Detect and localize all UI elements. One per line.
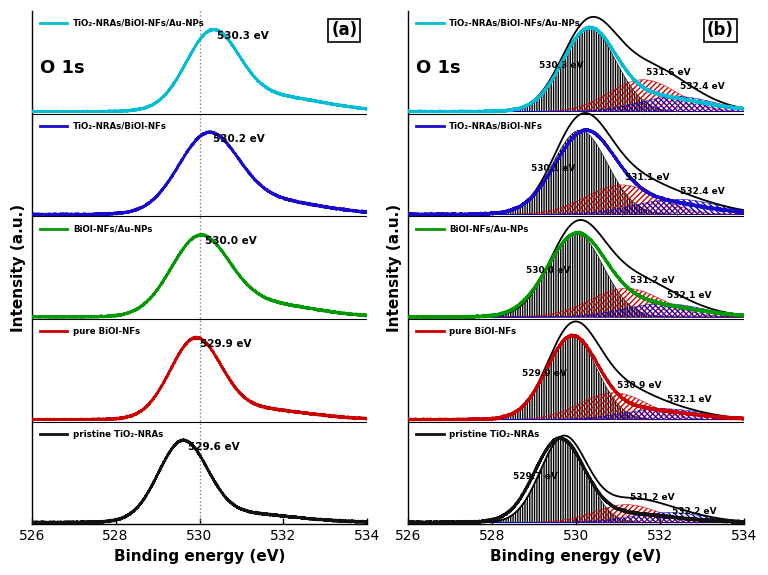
Text: 530.0 eV: 530.0 eV	[204, 236, 257, 247]
Text: pristine TiO₂-NRAs: pristine TiO₂-NRAs	[73, 430, 163, 439]
Text: O 1s: O 1s	[416, 59, 461, 76]
Text: 531.1 eV: 531.1 eV	[625, 173, 670, 182]
Text: 531.2 eV: 531.2 eV	[630, 277, 674, 285]
Text: pure BiOI-NFs: pure BiOI-NFs	[449, 327, 516, 336]
Text: 529.9 eV: 529.9 eV	[521, 369, 567, 378]
Text: 532.4 eV: 532.4 eV	[680, 187, 725, 196]
Text: O 1s: O 1s	[40, 59, 84, 76]
Text: TiO₂-NRAs/BiOI-NFs/Au-NPs: TiO₂-NRAs/BiOI-NFs/Au-NPs	[73, 19, 204, 28]
Y-axis label: Intensity (a.u.): Intensity (a.u.)	[388, 204, 402, 332]
Text: 530.3 eV: 530.3 eV	[539, 61, 584, 70]
Text: TiO₂-NRAs/BiOI-NFs: TiO₂-NRAs/BiOI-NFs	[73, 121, 167, 131]
Text: 532.4 eV: 532.4 eV	[680, 82, 725, 91]
X-axis label: Binding energy (eV): Binding energy (eV)	[490, 549, 661, 564]
Text: BiOI-NFs/Au-NPs: BiOI-NFs/Au-NPs	[449, 224, 528, 233]
X-axis label: Binding energy (eV): Binding energy (eV)	[114, 549, 285, 564]
Text: 530.0 eV: 530.0 eV	[527, 266, 571, 275]
Text: (b): (b)	[707, 21, 733, 39]
Text: BiOI-NFs/Au-NPs: BiOI-NFs/Au-NPs	[73, 224, 152, 233]
Text: 530.3 eV: 530.3 eV	[217, 32, 269, 41]
Text: 530.9 eV: 530.9 eV	[617, 381, 662, 390]
Text: pure BiOI-NFs: pure BiOI-NFs	[73, 327, 140, 336]
Text: 531.2 eV: 531.2 eV	[630, 493, 674, 501]
Text: (a): (a)	[331, 21, 357, 39]
Text: TiO₂-NRAs/BiOI-NFs/Au-NPs: TiO₂-NRAs/BiOI-NFs/Au-NPs	[449, 19, 581, 28]
Text: 532.1 eV: 532.1 eV	[667, 291, 712, 300]
Text: 531.6 eV: 531.6 eV	[647, 68, 691, 76]
Text: 530.1 eV: 530.1 eV	[531, 164, 575, 172]
Text: 530.2 eV: 530.2 eV	[213, 134, 265, 144]
Text: TiO₂-NRAs/BiOI-NFs: TiO₂-NRAs/BiOI-NFs	[449, 121, 543, 131]
Y-axis label: Intensity (a.u.): Intensity (a.u.)	[11, 204, 26, 332]
Text: 529.6 eV: 529.6 eV	[188, 442, 240, 452]
Text: 532.1 eV: 532.1 eV	[667, 395, 712, 404]
Text: 532.2 eV: 532.2 eV	[671, 507, 717, 516]
Text: pristine TiO₂-NRAs: pristine TiO₂-NRAs	[449, 430, 539, 439]
Text: 529.9 eV: 529.9 eV	[200, 339, 252, 349]
Text: 529.7 eV: 529.7 eV	[513, 472, 558, 481]
